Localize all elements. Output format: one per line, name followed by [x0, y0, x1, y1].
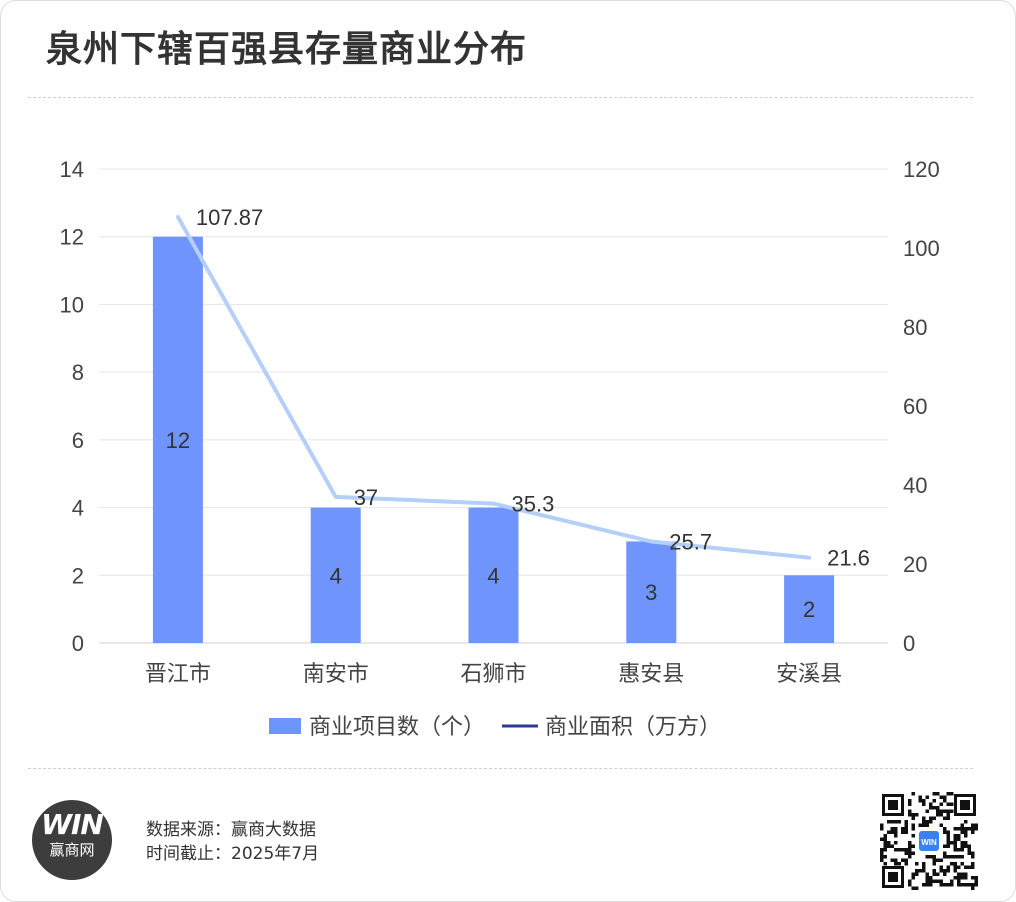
y-left-tick-label: 0	[72, 631, 84, 656]
qr-finder-top-left	[882, 794, 904, 816]
y-left-tick-label: 6	[72, 428, 84, 453]
legend-bar-label: 商业项目数（个）	[309, 714, 485, 739]
y-right-tick-label: 40	[903, 473, 927, 498]
legend: 商业项目数（个） 商业面积（万方）	[269, 714, 721, 739]
legend-bar-swatch	[269, 718, 301, 734]
line-value-label: 21.6	[827, 546, 870, 571]
area-line-path	[175, 214, 812, 560]
grid-lines	[99, 168, 888, 644]
y-left-tick-label: 2	[72, 563, 84, 588]
bar	[784, 575, 835, 643]
y-right-tick-label: 0	[903, 631, 915, 656]
chart-title: 泉州下辖百强县存量商业分布	[46, 29, 528, 70]
qr-center-badge	[919, 831, 939, 851]
top-divider	[28, 97, 973, 98]
x-tick-label: 安溪县	[776, 661, 842, 686]
combo-chart: 12 4 4 3 2 107.87 37 35.3 25.7 21.6 0 2 4 6 8 10 12 14 0 2…	[60, 157, 940, 739]
line-value-label: 107.87	[196, 205, 263, 230]
x-tick-label: 南安市	[303, 661, 369, 686]
bar-value-label: 4	[487, 563, 499, 588]
y-right-tick-label: 100	[903, 236, 940, 261]
logo-text: 赢商网	[49, 841, 95, 859]
bars	[152, 236, 835, 643]
y-left-tick-label: 8	[72, 360, 84, 385]
bar-value-label: 12	[166, 428, 190, 453]
footer-divider	[28, 768, 973, 769]
line-value-label: 25.7	[669, 529, 712, 554]
source-line: 数据来源：赢商大数据	[146, 820, 316, 840]
y-right-tick-label: 80	[903, 315, 927, 340]
y-right-tick-label: 60	[903, 394, 927, 419]
legend-line-label: 商业面积（万方）	[545, 714, 721, 739]
qr-finder-top-right	[954, 794, 976, 816]
y-left-tick-label: 12	[60, 225, 84, 250]
qr-badge-text: WIN	[921, 838, 937, 847]
qr-code-icon: WIN	[880, 792, 978, 890]
bar-value-label: 4	[330, 563, 342, 588]
y-right-tick-label: 120	[903, 157, 940, 182]
bar	[626, 541, 677, 643]
y-left-tick-label: 10	[60, 292, 84, 317]
x-tick-label: 惠安县	[618, 661, 684, 686]
winshang-logo: WIN 赢商网	[32, 800, 112, 880]
x-tick-label: 石狮市	[460, 661, 526, 686]
bar	[152, 236, 203, 643]
bar-value-label: 2	[803, 597, 815, 622]
bar	[468, 507, 519, 643]
y-left-tick-label: 14	[60, 157, 84, 182]
axes: 0 2 4 6 8 10 12 14 0 20 40 60 80 100 120 晋江市 南安市 石狮市 惠安县 安溪…	[60, 157, 940, 686]
logo-mark: WIN	[41, 808, 104, 841]
date-line: 时间截止：2025年7月	[146, 844, 320, 864]
bar-value-label: 3	[645, 580, 657, 605]
line-value-label: 37	[354, 485, 378, 510]
bar	[310, 507, 361, 643]
y-left-tick-label: 4	[72, 496, 84, 521]
qr-finder-bottom-left	[882, 866, 904, 888]
source-info: 数据来源：赢商大数据 时间截止：2025年7月	[146, 818, 319, 866]
area-line	[175, 214, 812, 560]
y-right-tick-label: 20	[903, 552, 927, 577]
line-value-label: 35.3	[512, 492, 555, 517]
data-labels: 12 4 4 3 2 107.87 37 35.3 25.7 21.6	[166, 205, 870, 622]
x-tick-label: 晋江市	[145, 661, 211, 686]
